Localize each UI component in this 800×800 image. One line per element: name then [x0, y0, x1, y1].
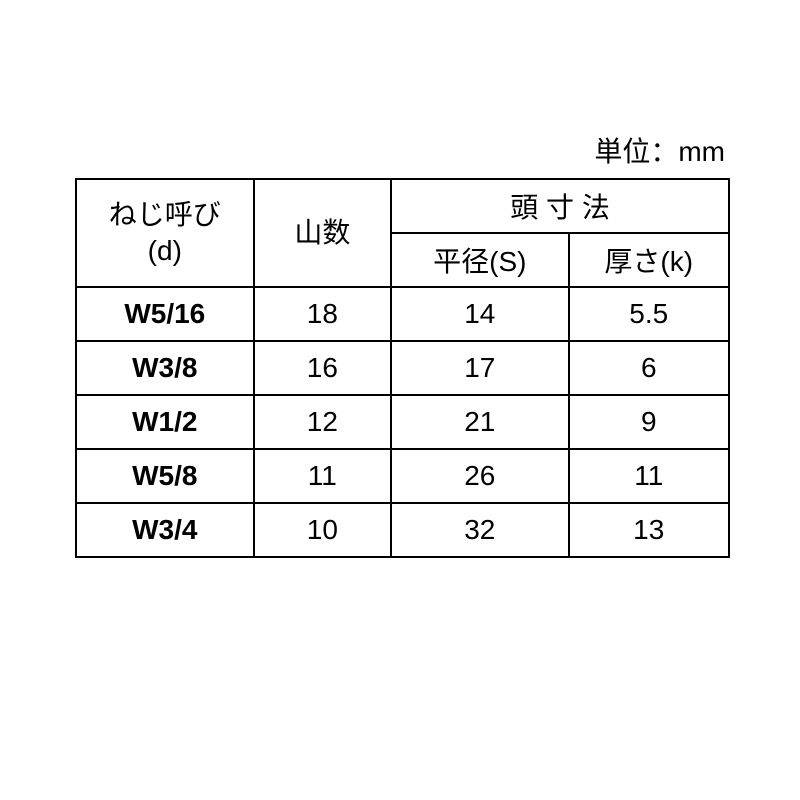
spec-table: ねじ呼び (d) 山数 頭 寸 法 平径(S) 厚さ(k) W5/16 18 1… — [75, 178, 730, 558]
cell-screw-size: W1/2 — [76, 395, 254, 449]
header-thickness: 厚さ(k) — [569, 233, 730, 287]
cell-thread-count: 11 — [254, 449, 392, 503]
header-row-1: ねじ呼び (d) 山数 頭 寸 法 — [76, 179, 729, 233]
cell-thread-count: 10 — [254, 503, 392, 557]
table-row: W5/16 18 14 5.5 — [76, 287, 729, 341]
cell-flat-diameter: 14 — [391, 287, 568, 341]
table-row: W3/8 16 17 6 — [76, 341, 729, 395]
table-row: W1/2 12 21 9 — [76, 395, 729, 449]
cell-thickness: 6 — [569, 341, 730, 395]
header-head-dimension-group: 頭 寸 法 — [391, 179, 729, 233]
header-flat-diameter: 平径(S) — [391, 233, 568, 287]
table-row: W5/8 11 26 11 — [76, 449, 729, 503]
cell-flat-diameter: 21 — [391, 395, 568, 449]
cell-thread-count: 12 — [254, 395, 392, 449]
header-screw-size: ねじ呼び (d) — [76, 179, 254, 287]
header-screw-size-line1: ねじ呼び — [109, 199, 221, 230]
cell-screw-size: W3/8 — [76, 341, 254, 395]
table-container: 単位：mm ねじ呼び (d) 山数 頭 寸 法 平径(S) 厚さ(k) W5/1… — [75, 130, 730, 558]
cell-thickness: 9 — [569, 395, 730, 449]
cell-thickness: 11 — [569, 449, 730, 503]
cell-flat-diameter: 17 — [391, 341, 568, 395]
cell-thread-count: 18 — [254, 287, 392, 341]
unit-label: 単位：mm — [75, 130, 730, 170]
header-screw-size-line2: (d) — [148, 235, 182, 266]
cell-thickness: 5.5 — [569, 287, 730, 341]
cell-thread-count: 16 — [254, 341, 392, 395]
cell-screw-size: W5/8 — [76, 449, 254, 503]
table-row: W3/4 10 32 13 — [76, 503, 729, 557]
cell-screw-size: W3/4 — [76, 503, 254, 557]
cell-flat-diameter: 26 — [391, 449, 568, 503]
cell-screw-size: W5/16 — [76, 287, 254, 341]
header-thread-count: 山数 — [254, 179, 392, 287]
cell-flat-diameter: 32 — [391, 503, 568, 557]
cell-thickness: 13 — [569, 503, 730, 557]
